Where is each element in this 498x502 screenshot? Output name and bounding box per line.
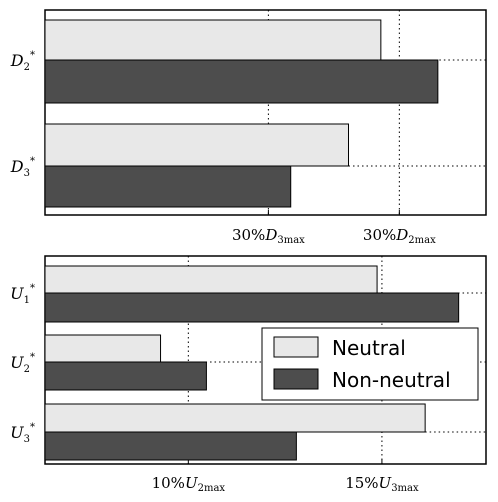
bar-non-neutral <box>44 59 439 104</box>
category-label: U3* <box>10 422 35 445</box>
legend-swatch-neutral <box>273 336 319 358</box>
legend-swatch-non-neutral <box>273 368 319 390</box>
category-label: U2* <box>10 352 35 375</box>
x-tick-label: 10%U2max <box>152 474 226 494</box>
bar-neutral <box>44 19 382 61</box>
legend-label-neutral: Neutral <box>332 336 406 360</box>
bar-non-neutral <box>44 361 207 391</box>
bar-neutral <box>44 334 162 363</box>
x-tick-label: 15%U3max <box>345 474 419 494</box>
legend-label-non-neutral: Non-neutral <box>332 368 451 392</box>
bar-neutral <box>44 265 378 294</box>
bar-neutral <box>44 123 350 167</box>
category-label: D3* <box>10 156 35 179</box>
bar-non-neutral <box>44 292 460 323</box>
category-label: U1* <box>10 283 35 306</box>
category-label: D2* <box>10 50 35 73</box>
plot-frame <box>44 9 487 216</box>
x-tick-label: 30%D3max <box>232 226 305 246</box>
bar-non-neutral <box>44 165 292 208</box>
x-tick-label: 30%D2max <box>363 226 436 246</box>
bar-non-neutral <box>44 431 297 461</box>
bar-neutral <box>44 403 426 433</box>
